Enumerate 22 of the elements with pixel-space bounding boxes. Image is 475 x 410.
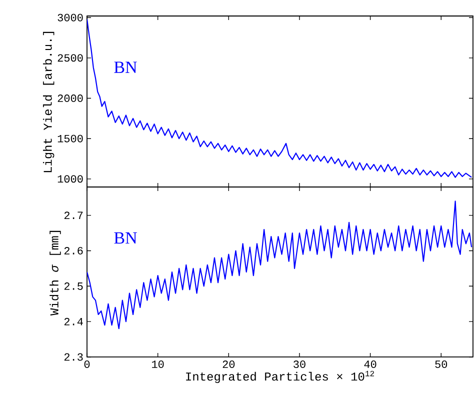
x-axis-title: Integrated Particles × 10$^{12}$ bbox=[186, 370, 374, 384]
annotation: BN bbox=[114, 232, 137, 244]
y-axis-title: Light Yield [arb.u.] bbox=[43, 32, 54, 172]
y-tick-label: 2.7 bbox=[64, 212, 83, 220]
y-axis-title: Width σ [mm] bbox=[50, 230, 61, 316]
x-tick-label: 10 bbox=[152, 360, 164, 368]
annotation: BN bbox=[114, 62, 137, 73]
x-tick-label: 50 bbox=[435, 360, 448, 368]
y-tick-label: 2000 bbox=[58, 94, 83, 102]
y-tick-label: 2.5 bbox=[64, 282, 83, 290]
x-tick-label: 20 bbox=[222, 360, 235, 368]
x-tick-label: 0 bbox=[84, 360, 90, 368]
y-tick-label: 2.4 bbox=[64, 318, 83, 326]
y-tick-label: 2.6 bbox=[64, 247, 83, 254]
y-tick-label: 1500 bbox=[58, 134, 83, 142]
x-tick-label: 30 bbox=[294, 360, 306, 368]
y-tick-label: 2500 bbox=[58, 54, 83, 62]
y-tick-label: 3000 bbox=[58, 14, 83, 22]
x-tick-label: 40 bbox=[364, 360, 376, 368]
line-series bbox=[87, 200, 472, 330]
y-tick-label: 1000 bbox=[58, 175, 83, 183]
y-tick-label: 2.3 bbox=[64, 353, 83, 361]
